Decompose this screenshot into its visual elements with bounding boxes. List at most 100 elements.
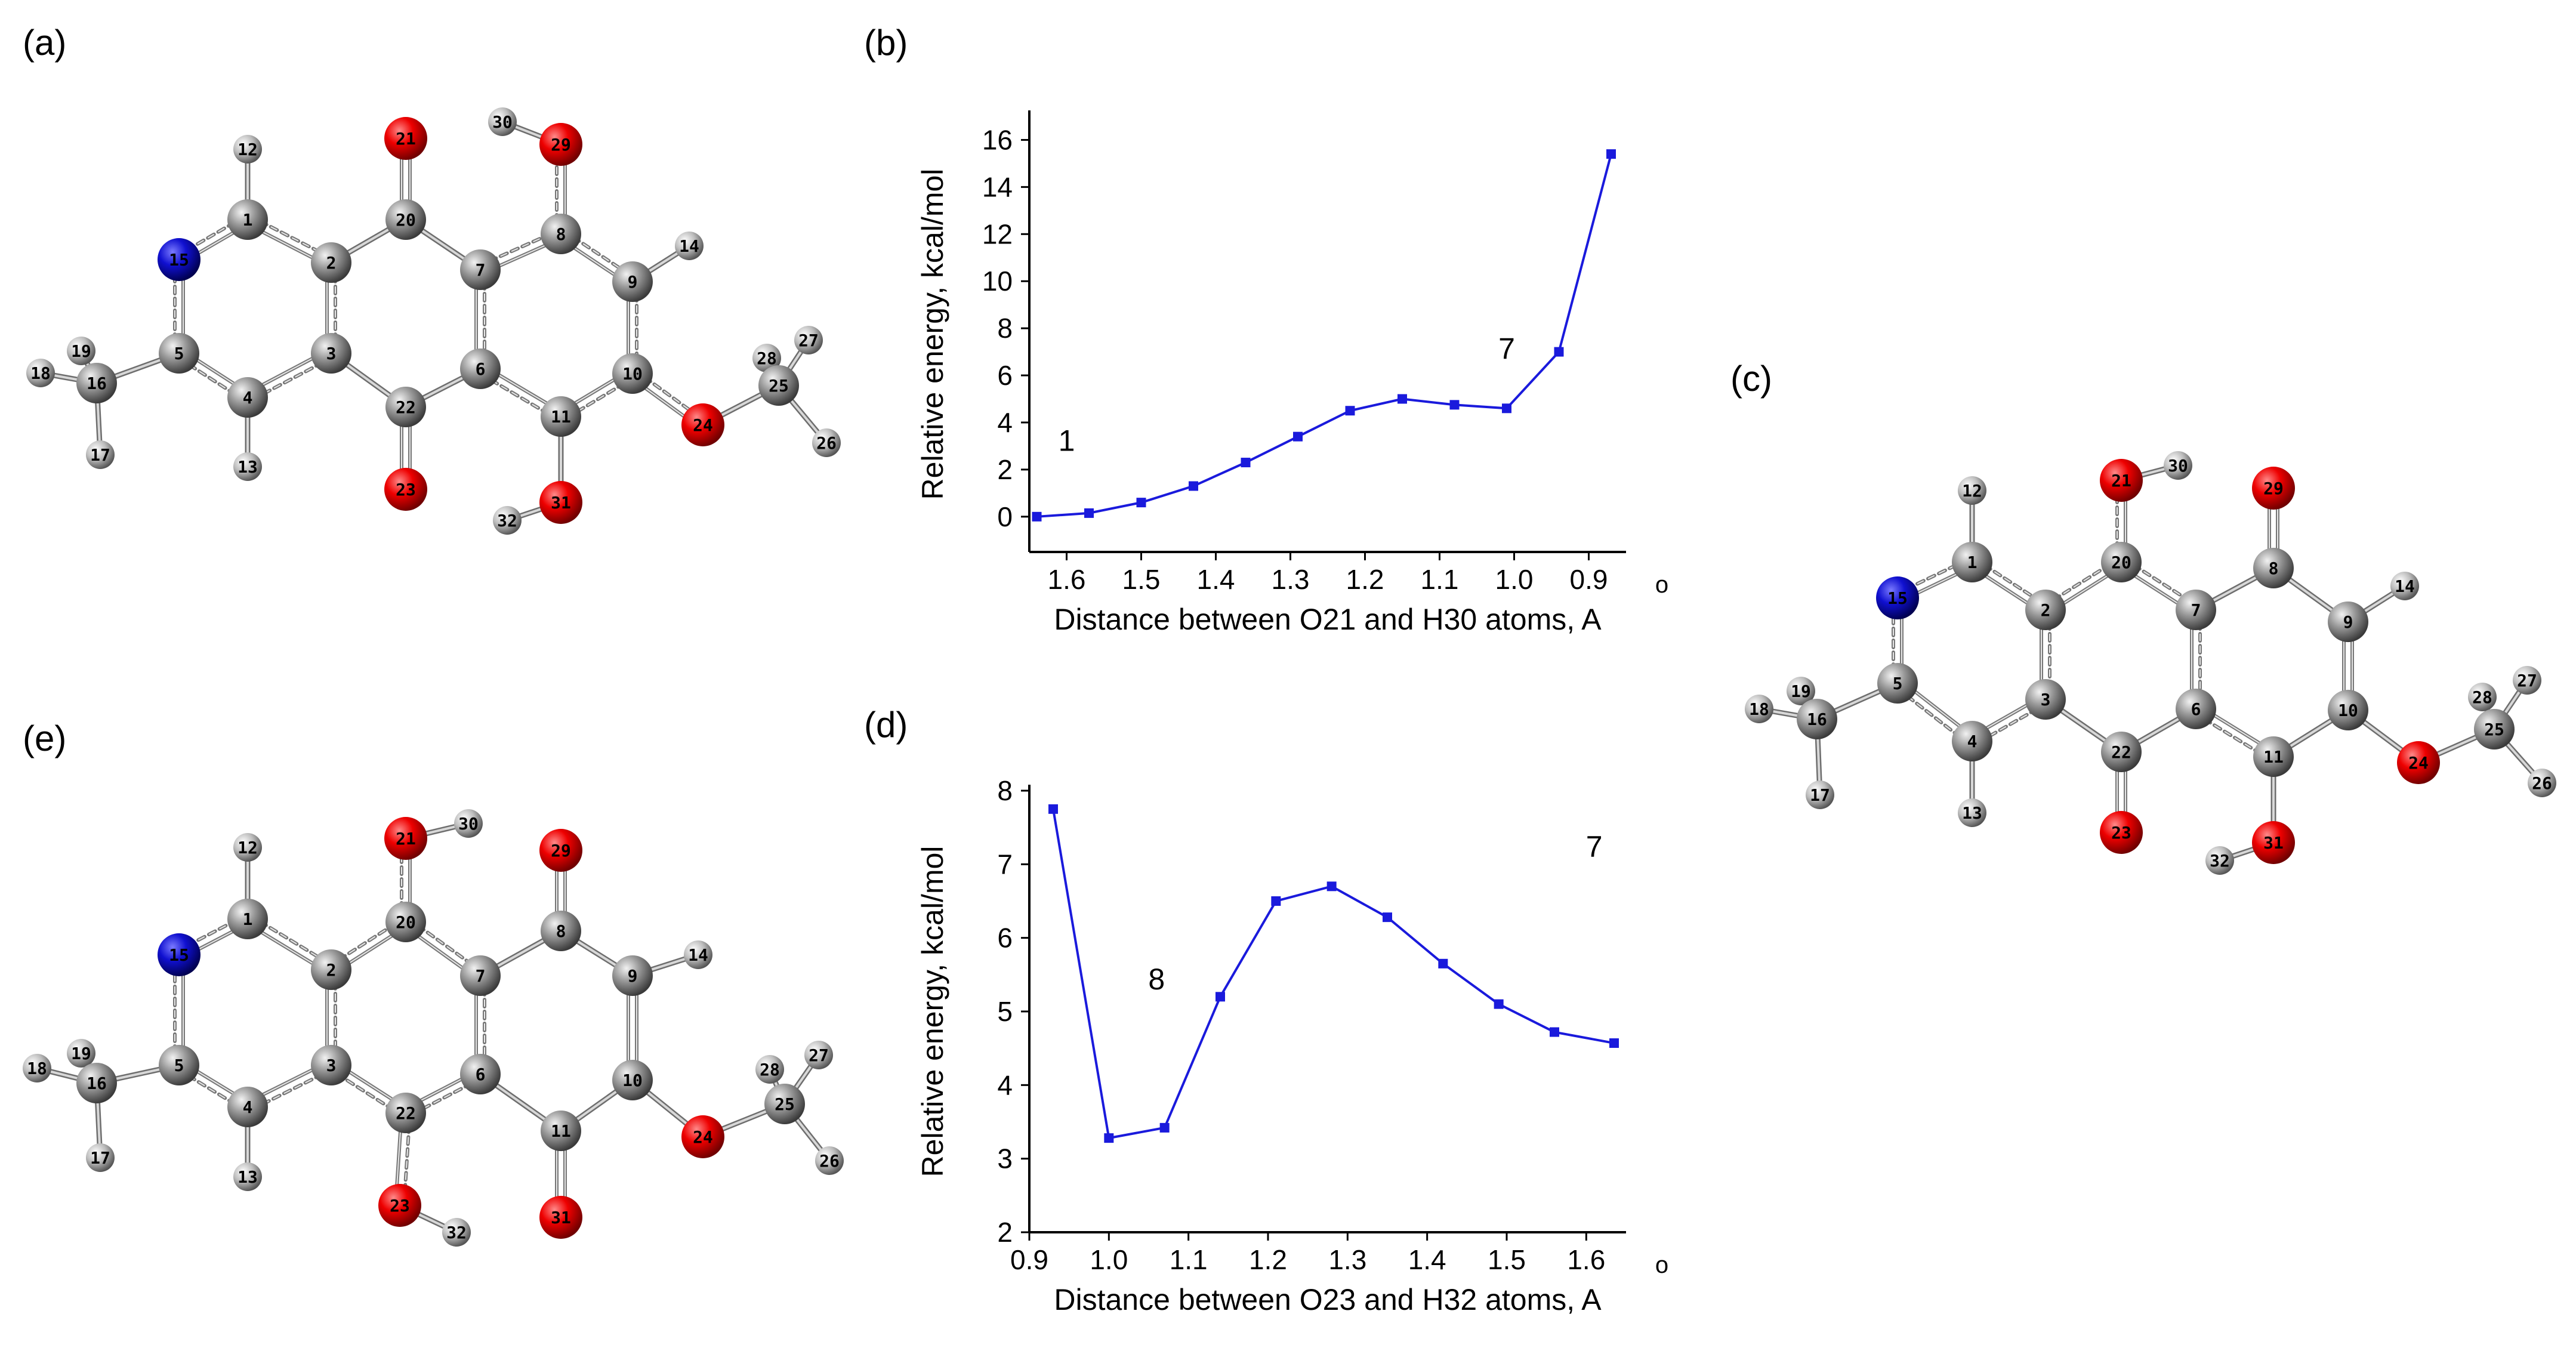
panel-label-e: (e) bbox=[23, 718, 66, 758]
atom-label: 22 bbox=[396, 1103, 416, 1123]
atom-label: 23 bbox=[2111, 823, 2131, 843]
atom-label: 6 bbox=[476, 1065, 486, 1084]
atom-label: 26 bbox=[819, 1151, 840, 1171]
chart-d-series-line bbox=[1052, 809, 1615, 1140]
atom-H-13 bbox=[233, 1162, 262, 1191]
chart-b-point bbox=[1032, 511, 1042, 522]
chart-d-point bbox=[1215, 992, 1225, 1002]
atom-label: 21 bbox=[396, 829, 416, 849]
atom-H-27 bbox=[804, 1041, 833, 1069]
atom-label: 13 bbox=[237, 457, 258, 477]
chart-b-y-tick-label: 14 bbox=[982, 171, 1013, 202]
atom-C-6 bbox=[460, 1054, 501, 1094]
atom-C-3 bbox=[311, 1045, 351, 1085]
chart-b-y-tick-label: 10 bbox=[982, 266, 1013, 297]
molecule-a-bonds bbox=[38, 119, 829, 523]
atom-label: 28 bbox=[760, 1060, 780, 1079]
atom-C-10 bbox=[612, 1060, 653, 1100]
chart-d-x-tick-label: 1.6 bbox=[1567, 1244, 1605, 1275]
chart-d-y-tick-label: 5 bbox=[997, 996, 1013, 1027]
chart-b-x-tick-label: 1.1 bbox=[1421, 564, 1459, 595]
atom-label: 25 bbox=[2484, 720, 2504, 739]
atom-label: 19 bbox=[1791, 681, 1811, 701]
atom-H-14 bbox=[2390, 572, 2419, 600]
chart-b-x-tick-label: 1.6 bbox=[1048, 564, 1086, 595]
atom-label: 6 bbox=[2191, 699, 2201, 719]
chart-d-point bbox=[1383, 912, 1392, 923]
chart-b-y-tick-label: 12 bbox=[982, 218, 1013, 249]
atom-C-16 bbox=[76, 363, 117, 403]
atom-label: 11 bbox=[2263, 747, 2284, 767]
atom-label: 29 bbox=[2263, 479, 2284, 498]
atom-label: 18 bbox=[30, 363, 51, 383]
chart-d-y-tick-label: 8 bbox=[997, 775, 1013, 806]
atom-label: 5 bbox=[1893, 674, 1903, 693]
chart-b-point bbox=[1345, 406, 1355, 416]
atom-label: 7 bbox=[476, 966, 486, 986]
molecule-a: 1213141718192627283032123456789101116202… bbox=[26, 107, 841, 535]
atom-C-25 bbox=[764, 1084, 805, 1124]
atom-label: 4 bbox=[243, 388, 253, 408]
atom-label: 9 bbox=[628, 272, 638, 292]
atom-C-9 bbox=[2328, 602, 2368, 642]
atom-H-19 bbox=[67, 337, 95, 365]
chart-d-y-tick-label: 7 bbox=[997, 849, 1013, 880]
atom-label: 23 bbox=[390, 1196, 410, 1216]
atom-H-27 bbox=[2513, 666, 2541, 695]
atom-C-6 bbox=[460, 348, 501, 389]
chart-d-annotation: 7 bbox=[1586, 830, 1603, 863]
atom-label: 27 bbox=[2517, 671, 2537, 690]
atom-label: 18 bbox=[1749, 699, 1769, 719]
chart-b-y-tick-label: 4 bbox=[997, 407, 1013, 438]
chart-b-point bbox=[1136, 498, 1146, 508]
atom-label: 4 bbox=[243, 1097, 253, 1117]
chart-d-x-tick-label: 1.4 bbox=[1408, 1244, 1446, 1275]
atom-O-21 bbox=[384, 817, 427, 860]
atom-C-4 bbox=[1952, 721, 1992, 761]
chart-b-annotations: 17 bbox=[1059, 332, 1515, 457]
chart-b-annotation: 7 bbox=[1498, 332, 1515, 365]
atom-label: 30 bbox=[458, 814, 479, 834]
atom-label: 3 bbox=[2041, 690, 2051, 710]
chart-b-y-tick-label: 16 bbox=[982, 124, 1013, 155]
atom-label: 31 bbox=[551, 493, 571, 513]
chart-d-point bbox=[1494, 999, 1504, 1009]
chart-d-points bbox=[1048, 804, 1619, 1143]
chart-d-ticks: 0.9 1.0 1.1 1.2 1.3 1.4 1.5 1.6 2 3 4 5 6 7 8 bbox=[997, 775, 1605, 1275]
atom-label: 2 bbox=[326, 960, 337, 980]
atom-label: 15 bbox=[1887, 588, 1908, 608]
atom-H-18 bbox=[1745, 695, 1773, 723]
chart-d-point bbox=[1326, 881, 1337, 892]
atom-O-31 bbox=[539, 1196, 582, 1239]
atom-label: 15 bbox=[169, 250, 189, 270]
chart-d-x-tick-label: 0.9 bbox=[1010, 1244, 1048, 1275]
atom-label: 17 bbox=[1810, 785, 1830, 805]
chart-d-point bbox=[1550, 1027, 1559, 1037]
atom-O-23 bbox=[378, 1184, 421, 1227]
chart-d-y-tick-label: 3 bbox=[997, 1143, 1013, 1174]
atom-H-26 bbox=[2528, 769, 2556, 797]
atom-label: 6 bbox=[476, 359, 486, 379]
chart-d-y-tick-label: 2 bbox=[997, 1217, 1013, 1248]
chart-d-x-tick-label: 1.3 bbox=[1328, 1244, 1366, 1275]
atom-label: 30 bbox=[492, 112, 513, 132]
chart-d-x-tick-label: 1.1 bbox=[1170, 1244, 1208, 1275]
atom-label: 1 bbox=[1967, 553, 1977, 572]
molecule-c-bonds bbox=[1756, 462, 2545, 863]
atom-label: 2 bbox=[2041, 600, 2051, 620]
atom-label: 18 bbox=[27, 1059, 47, 1078]
atom-O-21 bbox=[384, 117, 427, 160]
chart-d-y-label: Relative energy, kcal/mol bbox=[916, 846, 949, 1177]
atom-C-3 bbox=[2025, 679, 2066, 720]
atom-H-12 bbox=[233, 833, 262, 862]
chart-b-y-tick-label: 8 bbox=[997, 313, 1013, 344]
atom-label: 21 bbox=[2111, 471, 2131, 491]
atom-H-30 bbox=[488, 107, 517, 136]
atom-H-32 bbox=[493, 506, 522, 535]
atom-label: 16 bbox=[87, 374, 107, 393]
molecule-a-atoms: 1213141718192627283032123456789101116202… bbox=[26, 107, 841, 535]
chart-d-x-tick-label: 1.0 bbox=[1090, 1244, 1128, 1275]
